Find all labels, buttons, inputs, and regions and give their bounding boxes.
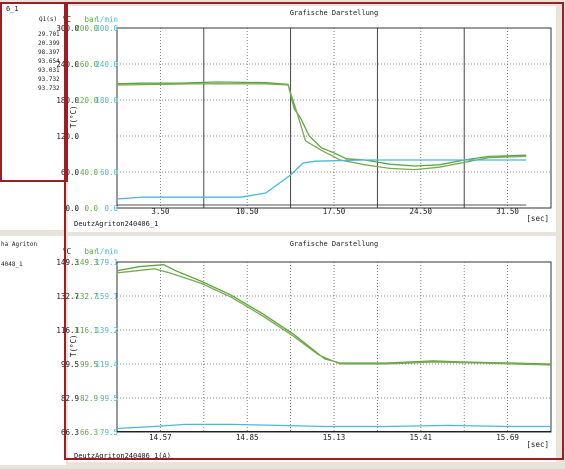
y-tick-label: 200.0 bbox=[75, 24, 98, 33]
series-line-olive bbox=[116, 268, 552, 366]
y-tick-label: 179.1 bbox=[95, 258, 118, 267]
y-tick-label: 66.3 bbox=[80, 428, 98, 437]
left-panel-bottom-title: ha Agriton bbox=[1, 241, 38, 248]
y-tick-label: 240.0 bbox=[95, 60, 118, 69]
left-panel-value: 93.732 bbox=[38, 85, 60, 92]
y-tick-label: 99.5 bbox=[80, 360, 98, 369]
y-tick-label: 159.1 bbox=[95, 292, 118, 301]
left-panel-value: 93.031 bbox=[38, 67, 60, 74]
y-tick-label: 82.9 bbox=[80, 394, 98, 403]
chart-footer: DeutzAgriton240406_1(A) bbox=[74, 452, 171, 460]
left-panel-bottom: ha Agriton 4048_1 bbox=[0, 236, 66, 465]
y-tick-label: 120.0 bbox=[56, 132, 79, 141]
left-panel-value: 93.654 bbox=[38, 58, 60, 65]
y-header-label: bar bbox=[84, 15, 98, 24]
x-tick-label: 10.50 bbox=[236, 207, 259, 216]
series-line-olive bbox=[116, 83, 527, 171]
y-tick-label: 99.5 bbox=[100, 394, 118, 403]
y-header-label: l/min bbox=[95, 15, 118, 24]
left-panel-bottom-svg: ha Agriton 4048_1 bbox=[1, 241, 38, 268]
y-header-label: l/min bbox=[95, 247, 118, 256]
y-header-label: °C bbox=[62, 247, 71, 256]
y-axis-label: T(°C) bbox=[69, 105, 78, 128]
series-line-cyan bbox=[116, 159, 527, 200]
y-tick-label: 300.0 bbox=[95, 24, 118, 33]
x-tick-label: 14.85 bbox=[236, 433, 259, 442]
left-panel-value: 93.732 bbox=[38, 76, 60, 83]
left-panel-top-title: 6_1 bbox=[6, 5, 19, 13]
y-tick-label: 40.0 bbox=[80, 168, 99, 177]
y-tick-label: 0.0 bbox=[104, 204, 118, 213]
y-tick-label: 160.0 bbox=[75, 60, 98, 69]
left-panel-top: 6_1 Q1(s) 29.701 20.399 98.397 93.654 93.031… bbox=[0, 2, 66, 230]
chart-footer: DeutzAgriton240406_1 bbox=[74, 220, 158, 228]
left-panel-bottom-subtitle: 4048_1 bbox=[1, 261, 23, 268]
y-tick-label: 149.3 bbox=[75, 258, 98, 267]
x-tick-label: 14.57 bbox=[149, 433, 172, 442]
x-tick-label: 15.69 bbox=[496, 433, 519, 442]
left-panel-value: 20.399 bbox=[38, 40, 60, 47]
y-tick-label: 119.4 bbox=[95, 360, 118, 369]
x-tick-label: 17.50 bbox=[323, 207, 346, 216]
y-header-label: °C bbox=[62, 15, 71, 24]
y-tick-label: 180.0 bbox=[95, 96, 118, 105]
y-tick-label: 60.0 bbox=[100, 168, 119, 177]
y-tick-label: 0.0 bbox=[84, 204, 98, 213]
y-tick-label: 120.0 bbox=[75, 96, 98, 105]
chart-bottom: Grafische Darstellung DeutzAgriton240406_… bbox=[56, 240, 552, 460]
y-tick-label: 132.7 bbox=[75, 292, 98, 301]
y-tick-label: 0.0 bbox=[65, 204, 79, 213]
y-tick-label: 116.1 bbox=[56, 326, 79, 335]
left-panel-top-values: 29.701 20.399 98.397 93.654 93.031 93.732 93.7… bbox=[38, 31, 60, 92]
y-axis-label: T(°C) bbox=[69, 334, 78, 357]
x-axis-unit: [sec] bbox=[526, 214, 549, 223]
y-tick-label: 79.5 bbox=[100, 428, 118, 437]
left-panel-value: 98.397 bbox=[38, 49, 60, 56]
x-axis-unit: [sec] bbox=[526, 440, 549, 449]
y-tick-label: 116.1 bbox=[75, 326, 98, 335]
series-line-green bbox=[116, 81, 527, 167]
x-tick-label: 3.50 bbox=[151, 207, 170, 216]
y-tick-label: 139.2 bbox=[95, 326, 118, 335]
chart-top: Grafische Darstellung DeutzAgriton240406_… bbox=[56, 9, 552, 228]
x-tick-label: 24.50 bbox=[410, 207, 433, 216]
y-tick-label: 149.3 bbox=[56, 258, 79, 267]
chart-panel-top bbox=[68, 6, 556, 232]
y-tick-label: 60.0 bbox=[61, 168, 80, 177]
x-tick-label: 31.50 bbox=[496, 207, 519, 216]
y-tick-label: 82.9 bbox=[61, 394, 79, 403]
left-panel-top-col-header: Q1(s) bbox=[39, 16, 57, 23]
x-tick-label: 15.41 bbox=[410, 433, 433, 442]
x-tick-label: 15.13 bbox=[323, 433, 346, 442]
series-line-green bbox=[116, 264, 552, 365]
y-tick-label: 132.7 bbox=[56, 292, 79, 301]
chart-title: Grafische Darstellung bbox=[290, 240, 379, 248]
y-tick-label: 66.3 bbox=[61, 428, 79, 437]
y-header-label: bar bbox=[84, 247, 98, 256]
y-tick-label: 99.5 bbox=[61, 360, 79, 369]
left-panel-value: 29.701 bbox=[38, 31, 60, 38]
series-line-cyan bbox=[116, 423, 551, 430]
chart-title: Grafische Darstellung bbox=[290, 9, 379, 17]
left-panel-top-svg: 6_1 Q1(s) 29.701 20.399 98.397 93.654 93.031… bbox=[6, 5, 60, 92]
